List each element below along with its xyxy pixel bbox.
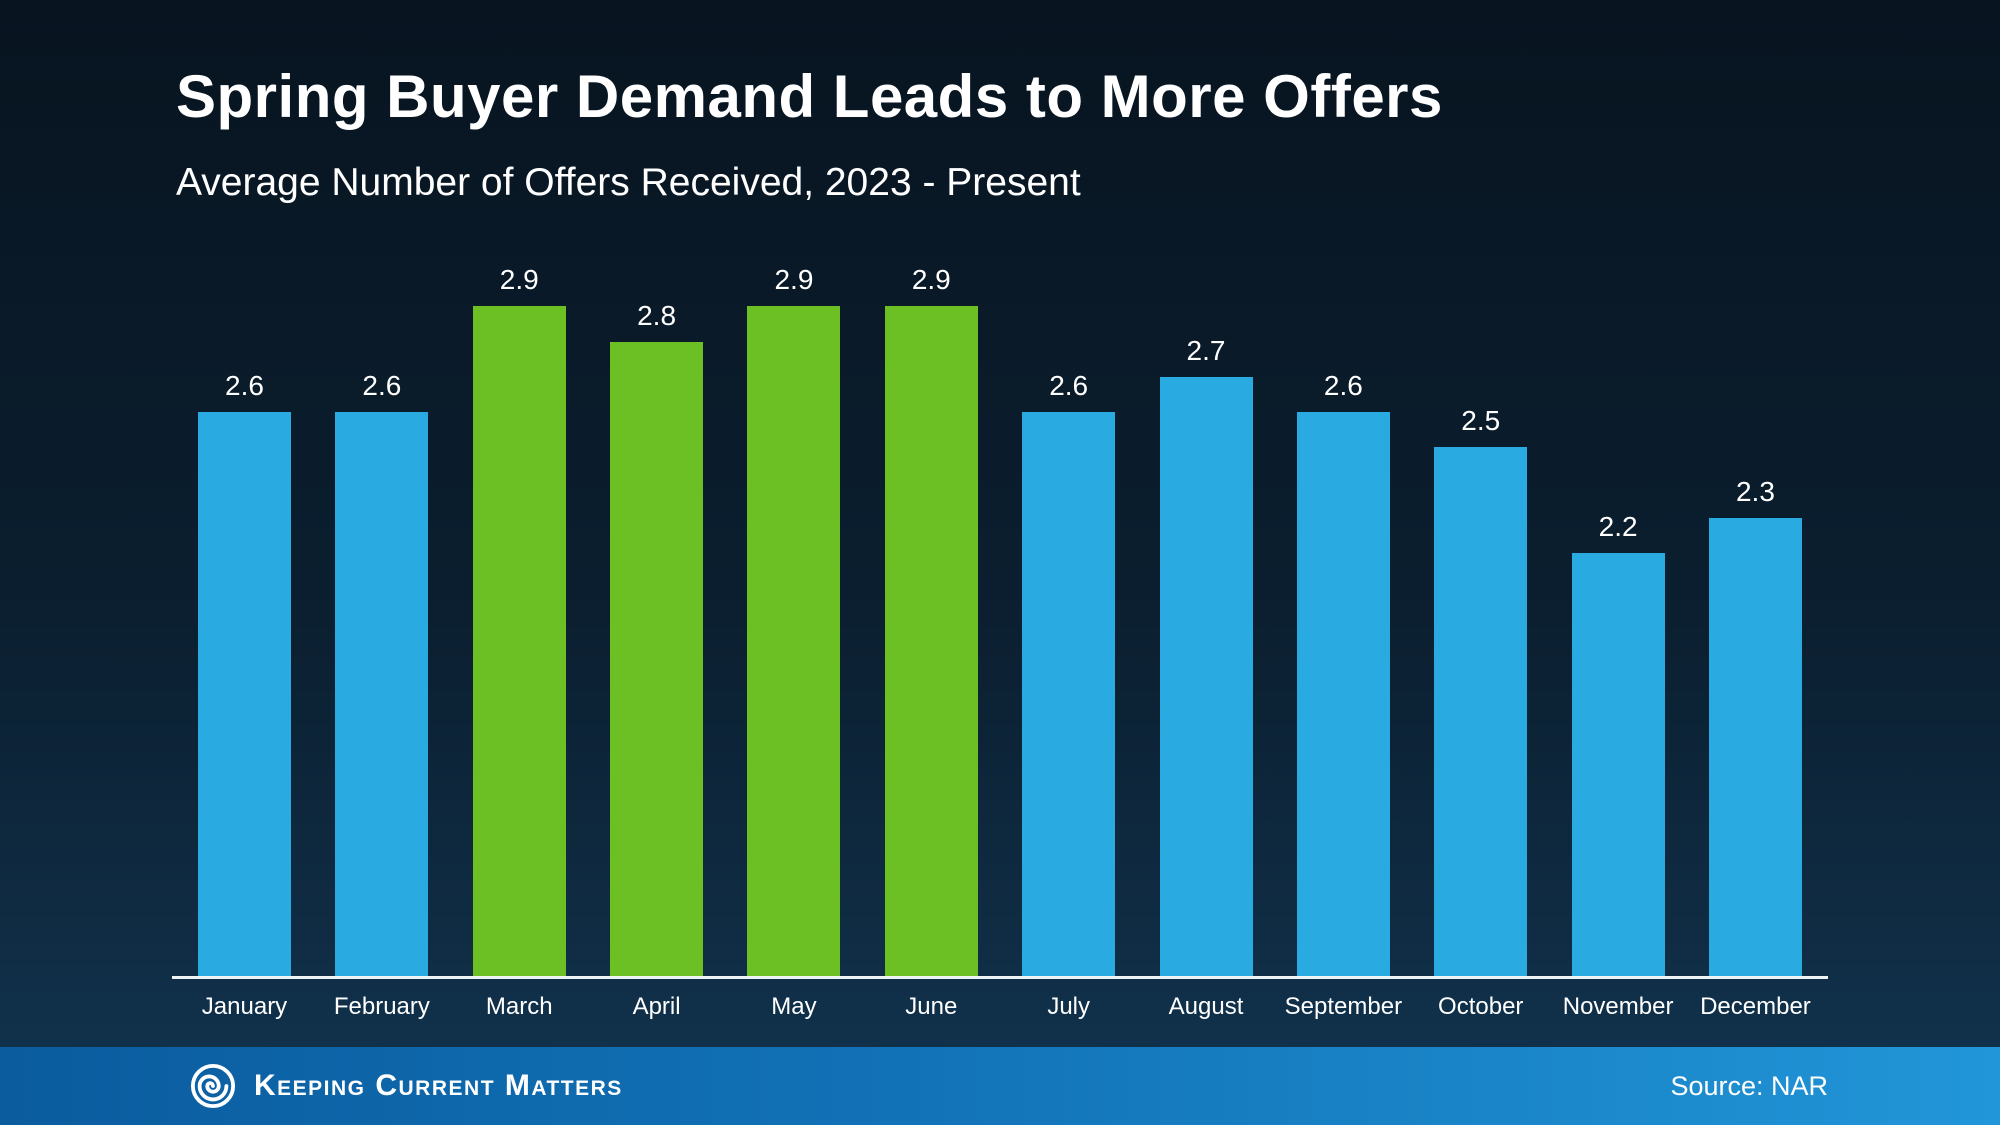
x-axis-label: October: [1438, 993, 1524, 1020]
x-axis-label: July: [1047, 993, 1090, 1020]
bar-value-label: 2.6: [1323, 370, 1363, 401]
brand-logo-group: Keeping Current Matters: [190, 1063, 623, 1109]
x-axis-label: April: [632, 993, 681, 1020]
x-axis-label: September: [1284, 993, 1403, 1020]
x-axis-label: November: [1562, 993, 1674, 1020]
x-axis-label: March: [485, 993, 553, 1020]
bar: [1022, 412, 1116, 976]
page-title: Spring Buyer Demand Leads to More Offers: [176, 63, 1443, 130]
bar-value-label: 2.9: [911, 264, 951, 295]
bar-value-label: 2.6: [1049, 370, 1089, 401]
bar-column: 2.6: [1296, 370, 1390, 976]
bar: [1159, 377, 1253, 976]
x-axis-label: August: [1168, 993, 1244, 1020]
bar: [610, 342, 704, 976]
kcm-spiral-logo-icon: [190, 1063, 236, 1109]
x-axis-label: May: [771, 993, 817, 1020]
brand-name: Keeping Current Matters: [254, 1069, 623, 1102]
footer-bar: Keeping Current Matters Source: NAR: [0, 1047, 2000, 1125]
bar-value-label: 2.7: [1186, 335, 1226, 366]
bar: [747, 306, 841, 976]
source-label: Source: NAR: [1670, 1070, 1828, 1101]
bar-value-label: 2.3: [1735, 476, 1775, 507]
bar-value-label: 2.2: [1598, 511, 1638, 542]
bar-value-label: 2.9: [499, 264, 539, 295]
bar-column: 2.8: [610, 300, 704, 976]
bar: [335, 412, 429, 976]
x-axis-line: [172, 976, 1828, 979]
bar-column: 2.9: [747, 264, 841, 976]
x-axis-label: June: [905, 993, 958, 1020]
bar: [472, 306, 566, 976]
bar-column: 2.2: [1571, 511, 1665, 976]
bar-value-label: 2.9: [774, 264, 814, 295]
bar-column: 2.9: [472, 264, 566, 976]
bar-value-label: 2.8: [637, 300, 677, 331]
bar-column: 2.6: [198, 370, 291, 976]
page-subtitle: Average Number of Offers Received, 2023 …: [176, 161, 1081, 204]
x-axis-label: January: [201, 993, 288, 1020]
x-axis-label: February: [333, 993, 430, 1020]
bar: [1434, 447, 1528, 976]
header: Spring Buyer Demand Leads to More Offers…: [0, 0, 2000, 205]
month-labels: January February March April May June July Augu…: [172, 993, 1828, 1021]
bar-column: 2.6: [1022, 370, 1116, 976]
bar-column: 2.7: [1159, 335, 1253, 976]
bar-chart: 2.6 2.6 2.9 2.8 2.9 2.9 2.6 2.7 2.6 2.5 2.2 2.3 Jan…: [172, 264, 1828, 1021]
bar: [1708, 518, 1802, 976]
bar-value-label: 2.6: [362, 370, 402, 401]
bar: [884, 306, 978, 976]
bar: [1296, 412, 1390, 976]
bar: [1571, 553, 1665, 976]
plot-area: 2.6 2.6 2.9 2.8 2.9 2.9 2.6 2.7 2.6 2.5 2.2 2.3: [172, 264, 1828, 976]
bar: [198, 412, 291, 976]
x-axis-label: December: [1700, 993, 1811, 1020]
bar-column: 2.9: [884, 264, 978, 976]
bar-value-label: 2.5: [1461, 405, 1501, 436]
bar-column: 2.6: [335, 370, 429, 976]
bar-value-label: 2.6: [225, 370, 264, 401]
bar-column: 2.3: [1708, 476, 1802, 976]
bar-column: 2.5: [1434, 405, 1528, 976]
